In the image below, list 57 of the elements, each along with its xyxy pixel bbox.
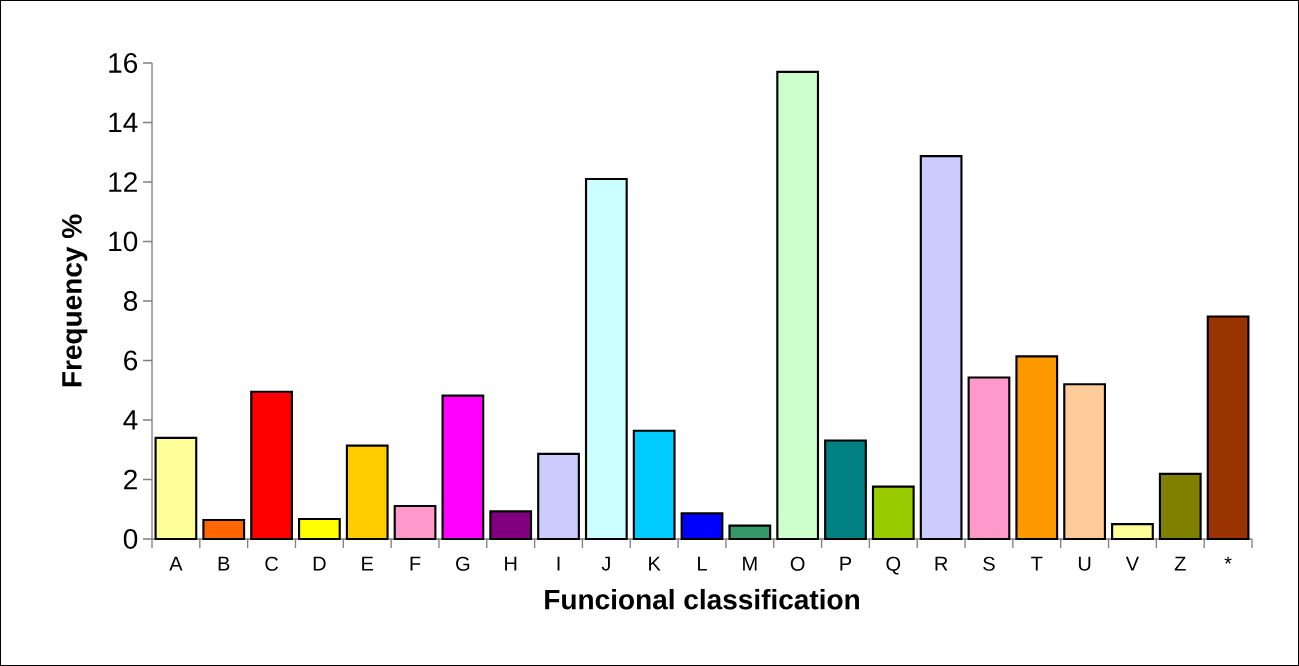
bar xyxy=(584,177,628,541)
x-tick-label: H xyxy=(505,556,517,571)
x-tick-label: D xyxy=(313,556,326,571)
y-tick-label: 2 xyxy=(124,469,137,490)
x-tick-label: M xyxy=(743,556,757,571)
y-tick-label: 14 xyxy=(109,112,138,133)
bar xyxy=(489,510,533,541)
bar xyxy=(1158,472,1202,541)
y-tick-label: 16 xyxy=(109,53,138,73)
y-tick-label: 0 xyxy=(123,529,138,549)
x-tick-label: Z xyxy=(1174,556,1186,571)
x-tick-label: I xyxy=(557,556,560,571)
bar xyxy=(680,512,724,541)
x-tick-label: J xyxy=(601,556,610,571)
x-tick-label: K xyxy=(649,556,661,571)
bar xyxy=(154,436,198,541)
x-tick-label: O xyxy=(790,556,805,571)
bar xyxy=(632,429,676,541)
y-tick-label: 4 xyxy=(123,410,138,430)
bar xyxy=(728,524,772,541)
bar xyxy=(393,504,437,541)
bar xyxy=(824,439,867,541)
bar xyxy=(1015,355,1059,541)
bar xyxy=(345,444,389,541)
bar xyxy=(202,518,246,541)
x-tick-label: * xyxy=(1224,556,1232,564)
y-axis-title: Frequency % xyxy=(62,214,88,387)
x-tick-label: E xyxy=(362,556,374,571)
y-tick-label: 12 xyxy=(109,172,137,192)
x-tick-label: G xyxy=(456,556,470,571)
x-tick-label: A xyxy=(169,556,183,571)
x-tick-label: B xyxy=(218,556,230,571)
bar xyxy=(871,485,915,541)
x-tick-label: R xyxy=(935,556,948,571)
x-axis-title: Funcional classification xyxy=(545,588,859,610)
bar xyxy=(298,517,341,541)
y-tick-label: 8 xyxy=(123,291,138,311)
bar xyxy=(537,452,580,541)
x-tick-label: Q xyxy=(886,556,901,575)
x-tick-label: T xyxy=(1031,556,1043,571)
bar xyxy=(441,394,485,541)
x-tick-label: P xyxy=(840,556,852,571)
bar xyxy=(1206,315,1250,541)
bar xyxy=(776,70,820,541)
y-tick-label: 6 xyxy=(124,350,138,371)
bar xyxy=(250,390,293,541)
y-tick-label: 10 xyxy=(109,231,138,252)
x-tick-label: S xyxy=(983,556,995,571)
x-tick-label: L xyxy=(698,556,707,571)
x-tick-label: C xyxy=(265,556,279,571)
bar xyxy=(1111,523,1154,541)
x-tick-label: F xyxy=(410,556,421,571)
bar xyxy=(967,376,1011,541)
x-tick-label: U xyxy=(1078,556,1091,571)
x-tick-label: V xyxy=(1125,556,1139,571)
bar xyxy=(919,155,963,541)
bar xyxy=(1063,383,1107,541)
